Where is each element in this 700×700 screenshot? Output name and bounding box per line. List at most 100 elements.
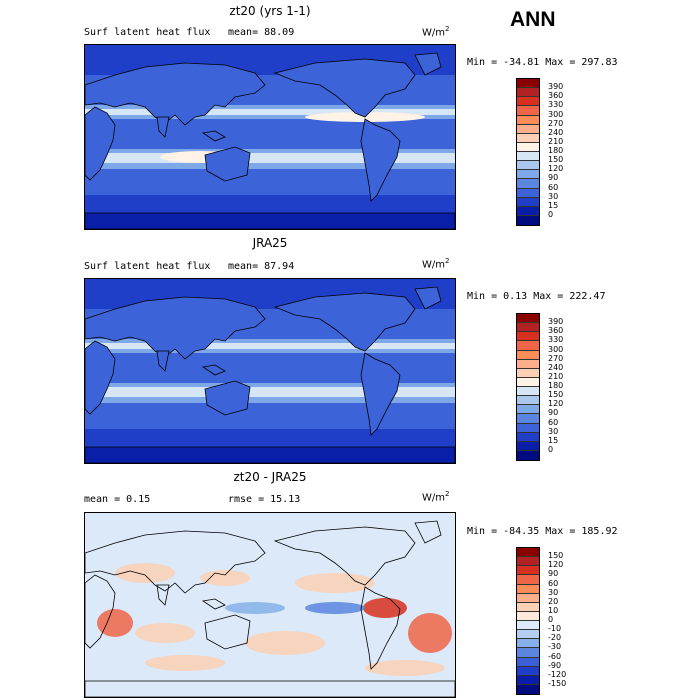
panel1-map-svg [85,45,455,229]
colorbar-swatch [517,639,539,649]
colorbar-swatch [517,152,539,162]
colorbar-swatch [517,377,539,387]
colorbar-swatch [517,575,539,585]
colorbar-tick-label: 120 [548,164,564,174]
map-coastline [414,520,442,544]
colorbar-tick-label: 0 [548,444,554,454]
panel2-map [84,278,456,464]
map-coastline [273,526,416,586]
colorbar-swatch [517,106,539,116]
colorbar-tick-label: -120 [548,669,567,679]
map-anomaly-region [115,563,175,583]
colorbar-swatch [517,197,539,207]
map-coastline [85,446,455,463]
panel1-variable-label: Surf latent heat flux [84,27,211,38]
colorbar-tick-label: 150 [548,390,564,400]
colorbar-tick-label: 270 [548,118,564,128]
panel3-mean-label: mean = 0.15 [84,494,151,505]
colorbar-swatch [517,79,539,89]
colorbar-tick-label: 90 [548,569,559,579]
map-coastline [85,574,116,649]
panel1-unit: W/m2 [422,25,450,39]
panel2-minmax: Min = 0.13 Max = 222.47 [467,291,606,302]
colorbar-swatch [517,593,539,603]
colorbar-tick-label: 30 [548,426,559,436]
panel2-title: JRA25 [252,236,288,250]
colorbar-tick-label: 60 [548,417,559,427]
colorbar-swatch [517,557,539,567]
colorbar-swatch [517,657,539,667]
colorbar-swatch [517,215,539,225]
colorbar-swatch [517,341,539,351]
colorbar-swatch [517,396,539,406]
colorbar-tick-label: 180 [548,381,564,390]
colorbar-swatch [517,314,539,324]
colorbar-tick-label: 150 [548,155,564,165]
map-anomaly-region [145,655,225,671]
map-anomaly-region [363,598,407,618]
map-coastline [85,340,116,415]
map-coastline [156,350,170,372]
panel2-colorbar [516,313,540,461]
map-anomaly-region [245,631,325,655]
map-anomaly-region [135,623,195,643]
colorbar-swatch [517,602,539,612]
colorbar-swatch [517,133,539,143]
colorbar-tick-label: 60 [548,578,559,588]
panel2-unit: W/m2 [422,257,450,271]
colorbar-tick-label: 360 [548,326,564,336]
colorbar-tick-label: 330 [548,100,564,110]
colorbar-tick-label: 15 [548,200,559,210]
colorbar-swatch [517,323,539,333]
panel1-map [84,44,456,230]
colorbar-tick-label: 90 [548,173,559,183]
panel3-unit: W/m2 [422,490,450,504]
map-coastline [85,106,116,181]
colorbar-swatch [517,423,539,433]
colorbar-tick-label: -10 [548,624,562,634]
colorbar-tick-label: 30 [548,587,559,597]
panel3-rmse-label: rmse = 15.13 [228,494,301,505]
colorbar-swatch [517,405,539,415]
map-coastline [360,118,401,202]
colorbar-swatch [517,332,539,342]
colorbar-swatch [517,441,539,451]
panel3-map [84,512,456,698]
colorbar-tick-label: -60 [548,651,562,661]
colorbar-swatch [517,161,539,171]
colorbar-swatch [517,350,539,360]
panel1-colorbar [516,78,540,226]
map-anomaly-region [305,602,365,614]
colorbar-swatch [517,206,539,216]
colorbar-tick-label: 120 [548,560,564,570]
colorbar-tick-label: 180 [548,146,564,155]
colorbar-tick-label: 90 [548,408,559,418]
panel3-minmax: Min = -84.35 Max = 185.92 [467,526,618,537]
colorbar-tick-label: 270 [548,353,564,363]
colorbar-swatch [517,368,539,378]
panel2-variable-label: Surf latent heat flux [84,261,211,272]
colorbar-swatch [517,124,539,134]
colorbar-tick-label: -90 [548,660,562,670]
colorbar-tick-label: 360 [548,91,564,101]
colorbar-swatch [517,414,539,424]
colorbar-swatch [517,611,539,621]
map-flux-band [85,153,455,163]
colorbar-swatch [517,666,539,676]
colorbar-swatch [517,684,539,694]
colorbar-tick-label: 240 [548,127,564,137]
colorbar-tick-label: 120 [548,399,564,409]
map-flux-band [85,343,455,349]
colorbar-swatch [517,142,539,152]
colorbar-tick-label: 300 [548,344,564,354]
map-coastline [85,62,266,126]
panel3-colorbar [516,547,540,695]
map-coastline [156,584,170,606]
map-coastline [201,364,226,376]
colorbar-swatch [517,450,539,460]
map-coastline [360,352,401,436]
map-coastline [360,586,401,670]
map-anomaly-region [97,609,133,637]
map-anomaly-region [200,570,250,586]
panel3-title: zt20 - JRA25 [233,470,307,484]
